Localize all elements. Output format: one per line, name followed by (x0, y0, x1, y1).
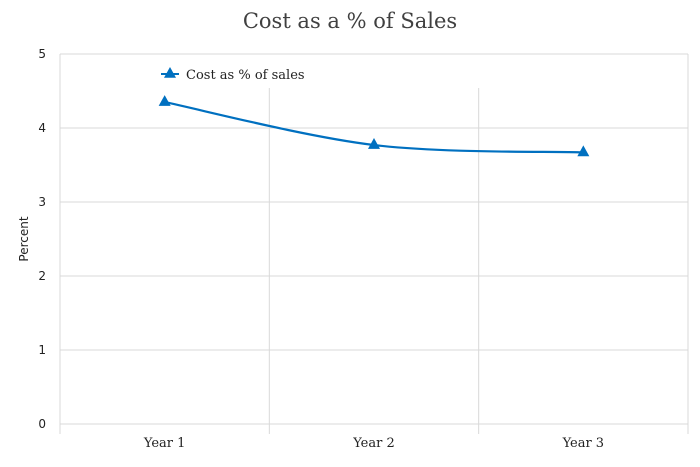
y-tick-label: 1 (38, 343, 46, 357)
chart-title: Cost as a % of Sales (243, 9, 457, 33)
data-point-triangle (368, 138, 380, 149)
y-tick-label: 2 (38, 269, 46, 283)
y-tick-label: 4 (38, 121, 46, 135)
legend-triangle-marker (164, 67, 176, 78)
legend-label: Cost as % of sales (186, 68, 305, 83)
y-axis-label: Percent (17, 216, 31, 261)
x-tick-label: Year 1 (143, 436, 186, 451)
x-tick-label: Year 2 (352, 436, 395, 451)
x-tick-label: Year 3 (562, 436, 605, 451)
y-tick-label: 3 (38, 195, 46, 209)
y-tick-label: 5 (38, 47, 46, 61)
series-layer (158, 95, 590, 157)
legend: Cost as % of sales (161, 67, 305, 83)
grid-lines (60, 53, 688, 424)
y-tick-label: 0 (38, 417, 46, 431)
data-point-triangle (577, 145, 590, 157)
data-point-triangle (158, 95, 171, 106)
axes: 0 1 2 3 4 5 Year 1 Year 2 Year 3 (38, 47, 689, 451)
